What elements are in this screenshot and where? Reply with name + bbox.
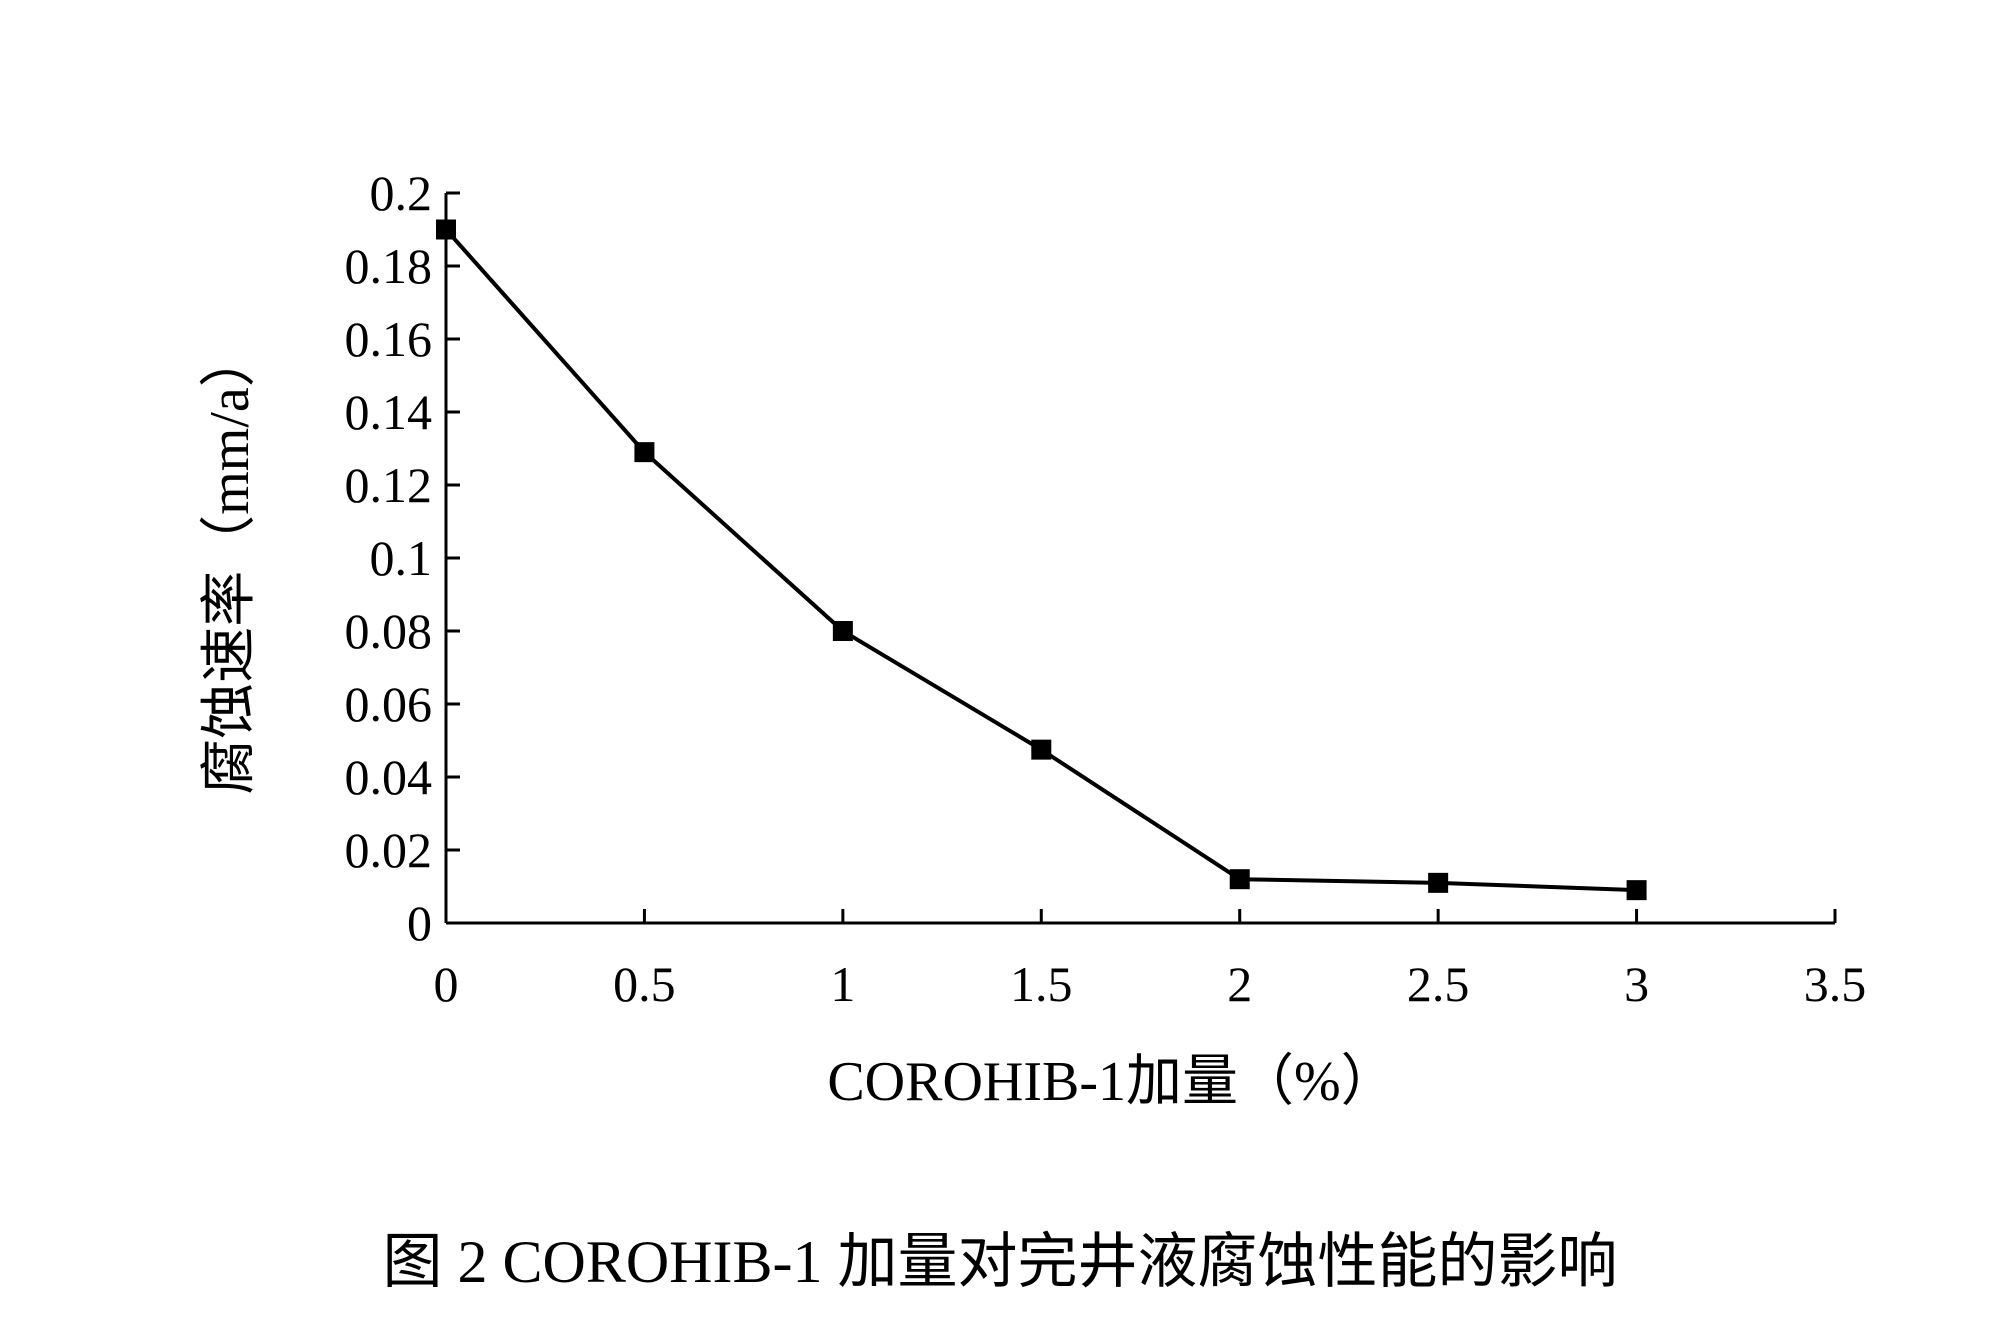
- x-tick-label: 1: [830, 956, 855, 1012]
- y-tick-label: 0.14: [345, 384, 433, 440]
- x-tick-label: 2.5: [1407, 956, 1470, 1012]
- y-tick-label: 0: [407, 895, 432, 951]
- data-point-marker: [832, 621, 853, 641]
- data-point-marker: [1229, 869, 1250, 890]
- y-tick-label: 0.1: [370, 530, 433, 586]
- y-tick-label: 0.18: [345, 238, 433, 294]
- data-point-marker: [1626, 880, 1647, 901]
- series-line: [444, 228, 1637, 893]
- x-tick-label: 3: [1624, 956, 1649, 1012]
- y-tick-label: 0.16: [345, 311, 433, 367]
- x-axis-ticks: 0 0.5 1 1.5 2 2.5 3 3.5: [434, 909, 1867, 1012]
- y-axis-ticks: 0 0.02 0.04 0.06 0.08 0.1 0.12 0.14 0.16 0.18 0.2: [345, 165, 460, 951]
- x-tick-label: 1.5: [1010, 956, 1073, 1012]
- y-tick-label: 0.08: [345, 603, 433, 659]
- series-layer: [436, 219, 1647, 901]
- data-point-marker: [1031, 739, 1052, 760]
- data-point-marker: [634, 442, 655, 463]
- x-axis-title: COROHIB-1加量（%）: [827, 1051, 1396, 1113]
- data-point-marker: [1428, 872, 1449, 893]
- y-tick-label: 0.2: [370, 165, 433, 221]
- y-tick-label: 0.02: [345, 822, 433, 878]
- x-tick-label: 0.5: [613, 956, 676, 1012]
- x-tick-label: 0: [434, 956, 459, 1012]
- y-tick-label: 0.04: [345, 749, 433, 805]
- y-axis-title: 腐蚀速率（mm/a）: [199, 331, 261, 795]
- y-tick-label: 0.06: [345, 676, 433, 732]
- data-point-marker: [436, 219, 456, 240]
- x-tick-label: 3.5: [1804, 956, 1867, 1012]
- x-tick-label: 2: [1227, 956, 1252, 1012]
- y-tick-label: 0.12: [345, 457, 433, 513]
- figure-caption: 图 2 COROHIB-1 加量对完井液腐蚀性能的影响: [382, 1229, 1617, 1295]
- plot-area: 00.020.040.060.080.10.120.140.160.180.2 …: [345, 165, 1867, 1012]
